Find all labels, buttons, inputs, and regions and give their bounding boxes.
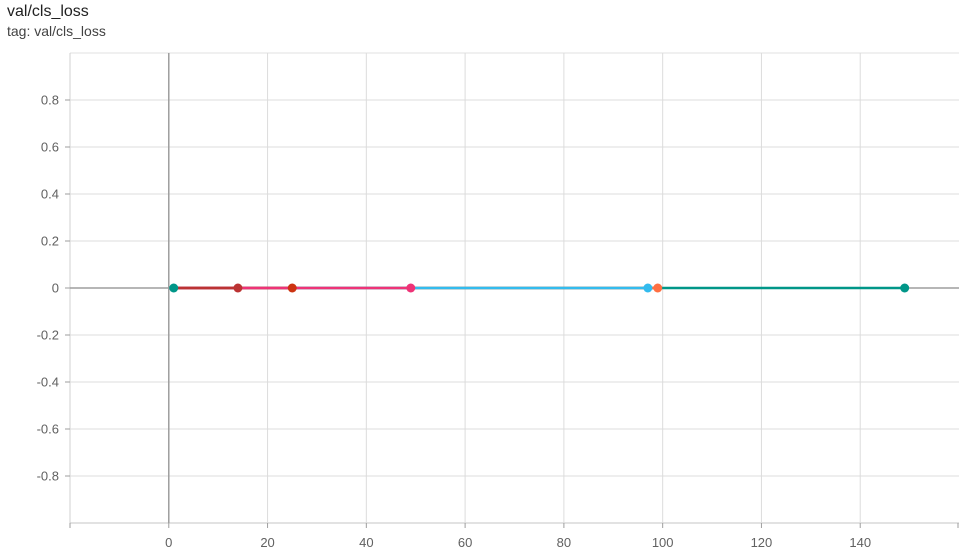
y-tick-label: -0.4 [37,375,59,390]
x-tick-label: 120 [751,535,773,550]
y-tick-label: -0.6 [37,422,59,437]
y-tick-label: 0.2 [41,234,59,249]
y-tick-label: -0.8 [37,469,59,484]
series-startpoint[interactable] [169,283,179,293]
series-endpoint[interactable] [406,283,416,293]
x-tick-label: 40 [359,535,373,550]
series-endpoint[interactable] [900,283,910,293]
y-tick-label: -0.2 [37,328,59,343]
chart-tag: tag: val/cls_loss [7,23,106,39]
y-tick-label: 0 [52,281,59,296]
series-endpoint[interactable] [233,283,243,293]
y-tick-label: 0.4 [41,187,59,202]
series-endpoint[interactable] [643,283,653,293]
series-endpoint[interactable] [653,283,663,293]
x-tick-label: 60 [458,535,472,550]
y-tick-label: 0.8 [41,93,59,108]
x-tick-label: 20 [260,535,274,550]
series-endpoint[interactable] [287,283,297,293]
grid-lines [65,52,959,528]
series-lines [169,283,910,293]
x-tick-label: 80 [557,535,571,550]
x-tick-label: 100 [652,535,674,550]
y-tick-label: 0.6 [41,140,59,155]
x-tick-label: 0 [165,535,172,550]
tick-labels: 0 20 40 60 80 100 120 140 0.8 0.6 0.4 0.2 0 -0.2 -0.4 -… [37,93,871,551]
chart-title: val/cls_loss [7,3,89,20]
x-tick-label: 140 [849,535,871,550]
